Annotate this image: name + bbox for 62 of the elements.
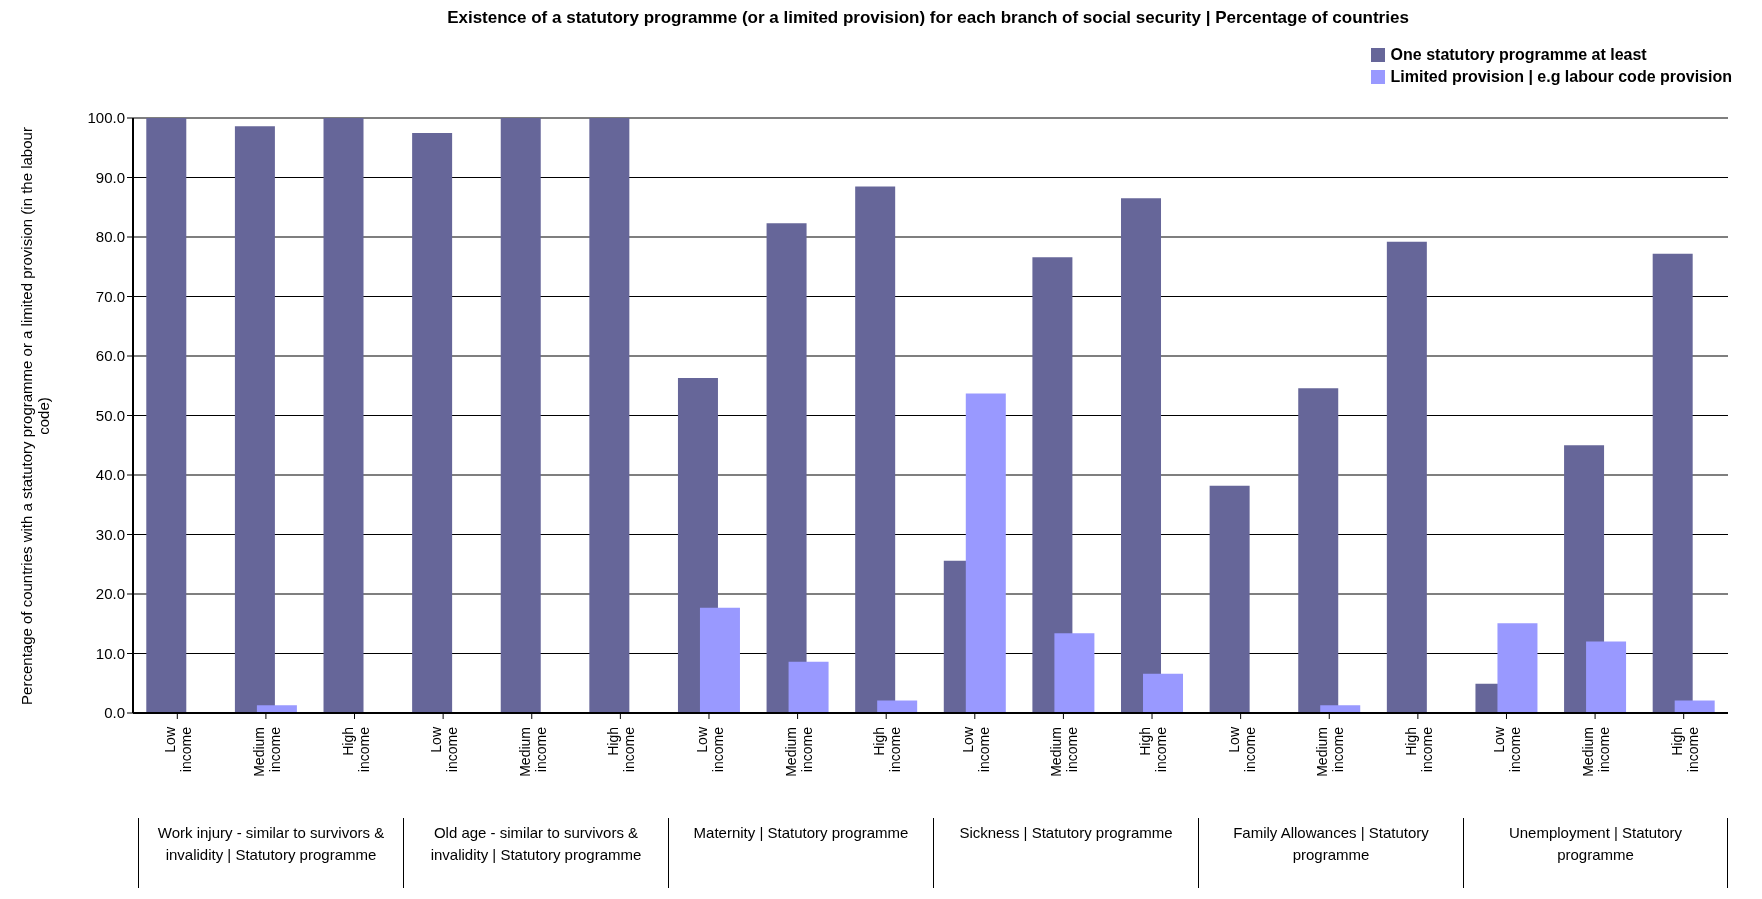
bar bbox=[412, 132, 453, 713]
legend-label: Limited provision | e.g labour code provision bbox=[1390, 68, 1732, 86]
bar bbox=[1209, 485, 1250, 713]
bar bbox=[234, 126, 275, 713]
text: Unemployment | Statutory programme bbox=[1463, 818, 1728, 888]
x-tick-label: Low income bbox=[1491, 726, 1524, 773]
x-tick-label: High income bbox=[339, 726, 372, 773]
bar bbox=[589, 118, 630, 713]
y-axis-title: Percentage of countries with a statutory programme or a limited provision (in the labour code) bbox=[17, 125, 51, 707]
y-tick-label: 60.0 bbox=[95, 347, 125, 365]
y-tick-label: 70.0 bbox=[95, 287, 125, 305]
bar bbox=[1143, 673, 1184, 713]
bar bbox=[500, 118, 541, 713]
bar bbox=[699, 607, 740, 713]
y-tick-label: 50.0 bbox=[95, 406, 125, 424]
y-tick-label: 100.0 bbox=[87, 109, 125, 127]
x-tick-label: Low income bbox=[959, 726, 992, 773]
bar bbox=[1586, 641, 1627, 713]
bar bbox=[1054, 633, 1095, 713]
y-tick-label: 80.0 bbox=[95, 228, 125, 246]
x-tick-label: Medium income bbox=[782, 726, 815, 777]
text: Old age - similar to survivors & invalidity | Statutory programme bbox=[403, 818, 668, 888]
chart-title: Existence of a statutory programme (or a limited provision) for each branch of social security | Percentage of countries bbox=[446, 8, 1410, 29]
y-tick-label: 0.0 bbox=[104, 704, 125, 722]
x-tick-label: Medium income bbox=[1314, 726, 1347, 777]
bar bbox=[788, 661, 829, 713]
x-tick-label: High income bbox=[1668, 726, 1701, 773]
bar bbox=[766, 223, 807, 713]
y-tick-label: 30.0 bbox=[95, 525, 125, 543]
x-tick-label: Medium income bbox=[250, 726, 283, 777]
bar bbox=[1320, 705, 1361, 713]
bar bbox=[965, 393, 1006, 713]
x-tick-label: Low income bbox=[428, 726, 461, 773]
bar bbox=[146, 118, 187, 713]
bar bbox=[323, 118, 364, 713]
bar bbox=[1121, 198, 1162, 713]
text: Family Allowances | Statutory programme bbox=[1198, 818, 1463, 888]
text: Maternity | Statutory programme bbox=[668, 818, 933, 888]
x-tick-label: Medium income bbox=[1048, 726, 1081, 777]
y-tick-label: 90.0 bbox=[95, 168, 125, 186]
bar bbox=[1497, 623, 1538, 713]
y-tick-label: 20.0 bbox=[95, 585, 125, 603]
x-tick-label: High income bbox=[871, 726, 904, 773]
bar bbox=[1298, 388, 1339, 713]
bar bbox=[855, 186, 896, 713]
x-tick-label: Low income bbox=[693, 726, 726, 773]
text: Work injury - similar to survivors & invalidity | Statutory programme bbox=[138, 818, 403, 888]
bar bbox=[1032, 257, 1073, 713]
x-tick-label: High income bbox=[1402, 726, 1435, 773]
bar bbox=[1652, 253, 1693, 713]
y-tick-label: 10.0 bbox=[95, 644, 125, 662]
legend-label: One statutory programme at least bbox=[1390, 46, 1647, 64]
bar bbox=[1386, 241, 1427, 713]
x-tick-label: High income bbox=[1137, 726, 1170, 773]
x-tick-label: Low income bbox=[162, 726, 195, 773]
y-tick-label: 40.0 bbox=[95, 466, 125, 484]
x-tick-label: Medium income bbox=[516, 726, 549, 777]
x-tick-label: Medium income bbox=[1580, 726, 1613, 777]
bar bbox=[256, 705, 297, 713]
text: Sickness | Statutory programme bbox=[933, 818, 1198, 888]
x-tick-label: Low income bbox=[1225, 726, 1258, 773]
x-tick-label: High income bbox=[605, 726, 638, 773]
